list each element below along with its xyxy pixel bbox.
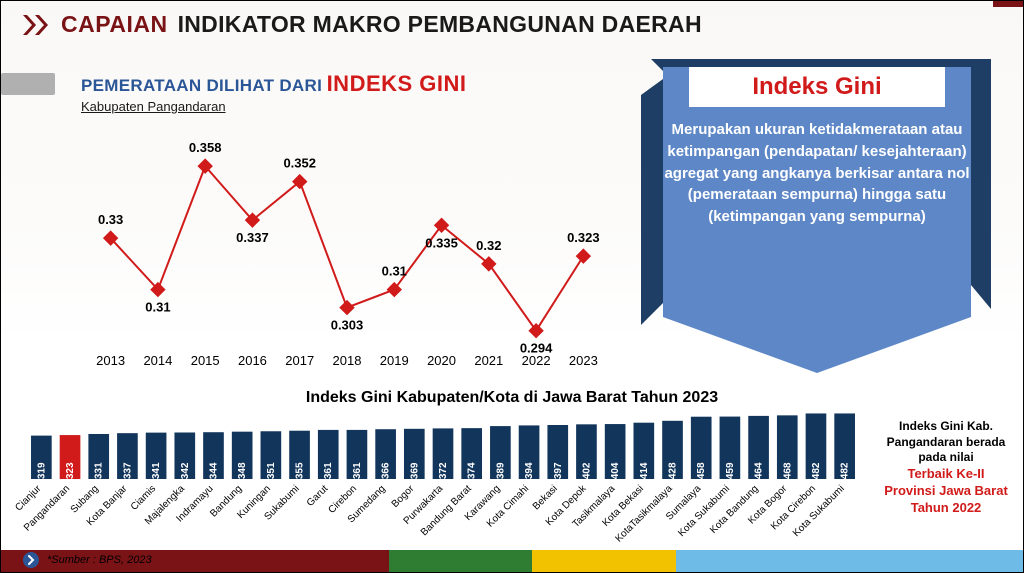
svg-text:2015: 2015	[191, 353, 220, 368]
bar-chart-title: Indeks Gini Kabupaten/Kota di Jawa Barat…	[306, 389, 718, 407]
svg-text:0.335: 0.335	[425, 235, 458, 250]
svg-text:0.323: 0.323	[65, 462, 76, 487]
header-word-1: CAPAIAN	[61, 11, 168, 38]
svg-text:0.358: 0.358	[189, 140, 222, 155]
svg-text:0.319: 0.319	[36, 462, 47, 487]
svg-text:0.31: 0.31	[382, 264, 407, 279]
slide-header: CAPAIAN INDIKATOR MAKRO PEMBANGUNAN DAER…	[23, 11, 993, 38]
gini-trend-line-chart: 0.33 0.31 0.358 0.337 0.352 0.303 0.31 0.335 0.3…	[77, 121, 617, 371]
top-accent-bar	[993, 1, 1023, 7]
svg-text:0.458: 0.458	[696, 462, 707, 487]
svg-text:0.348: 0.348	[237, 462, 248, 487]
svg-text:0.389: 0.389	[495, 462, 506, 487]
svg-text:0.428: 0.428	[668, 462, 679, 487]
svg-text:0.402: 0.402	[581, 462, 592, 487]
svg-text:2016: 2016	[238, 353, 267, 368]
svg-text:0.355: 0.355	[295, 462, 306, 487]
footer-stripe	[389, 550, 532, 572]
subtitle-part-b: INDEKS GINI	[327, 71, 467, 96]
svg-text:Kota Sukabumi: Kota Sukabumi	[791, 483, 847, 539]
svg-text:0.482: 0.482	[840, 462, 851, 487]
svg-text:0.337: 0.337	[122, 462, 133, 487]
svg-text:Bandung Barat: Bandung Barat	[419, 483, 474, 538]
svg-text:0.482: 0.482	[811, 462, 822, 487]
ranking-line-3: Provinsi Jawa Barat Tahun 2022	[873, 483, 1019, 517]
data-source-note: *Sumber : BPS, 2023	[23, 552, 152, 568]
svg-text:0.464: 0.464	[754, 462, 765, 487]
svg-text:2020: 2020	[427, 353, 456, 368]
footer-stripe	[676, 550, 1023, 572]
footer-color-stripes	[1, 550, 1023, 572]
footer-stripe	[532, 550, 675, 572]
svg-text:0.323: 0.323	[567, 230, 600, 245]
svg-text:0.341: 0.341	[151, 462, 162, 487]
svg-text:2018: 2018	[333, 353, 362, 368]
svg-text:0.32: 0.32	[476, 238, 501, 253]
double-chevron-icon	[23, 15, 51, 35]
svg-text:0.303: 0.303	[331, 318, 364, 333]
svg-text:0.33: 0.33	[98, 212, 123, 227]
svg-text:0.369: 0.369	[409, 462, 420, 487]
svg-text:0.366: 0.366	[381, 462, 392, 487]
svg-text:0.342: 0.342	[180, 462, 191, 487]
subtitle-part-a: PEMERATAAN DILIHAT DARI	[81, 76, 322, 95]
svg-text:Kota Sukabumi: Kota Sukabumi	[676, 483, 732, 539]
svg-text:2023: 2023	[569, 353, 598, 368]
ranking-line-2: Terbaik Ke-II	[873, 466, 1019, 483]
banner-title: Indeks Gini	[752, 73, 881, 101]
left-gray-stub	[1, 73, 55, 95]
svg-text:0.372: 0.372	[438, 462, 449, 487]
subtitle-region: Kabupaten Pangandaran	[81, 99, 467, 114]
svg-text:0.351: 0.351	[266, 462, 277, 487]
svg-text:0.397: 0.397	[553, 462, 564, 487]
svg-text:2021: 2021	[474, 353, 503, 368]
svg-text:0.337: 0.337	[236, 230, 269, 245]
svg-text:0.459: 0.459	[725, 462, 736, 487]
svg-text:0.374: 0.374	[467, 462, 478, 487]
chart-subtitle: PEMERATAAN DILIHAT DARI INDEKS GINI Kabu…	[81, 71, 467, 114]
banner-body: Merupakan ukuran ketidakmerataan atau ke…	[663, 119, 971, 228]
svg-text:0.468: 0.468	[782, 462, 793, 487]
info-banner: Indeks Gini Merupakan ukuran ketidakmera…	[641, 55, 993, 375]
svg-text:2014: 2014	[143, 353, 172, 368]
svg-text:0.344: 0.344	[208, 462, 219, 487]
svg-text:2019: 2019	[380, 353, 409, 368]
ranking-line-1: Indeks Gini Kab. Pangandaran berada pada…	[873, 419, 1019, 466]
svg-text:2022: 2022	[522, 353, 551, 368]
svg-text:0.361: 0.361	[323, 462, 334, 487]
gini-regions-bar-chart: 0.319Cianjur0.323Pangandaran0.331Subang0…	[23, 409, 863, 537]
svg-text:0.414: 0.414	[639, 462, 650, 487]
svg-text:0.394: 0.394	[524, 462, 535, 487]
svg-text:2013: 2013	[96, 353, 125, 368]
svg-text:0.331: 0.331	[94, 462, 105, 487]
svg-text:2017: 2017	[285, 353, 314, 368]
svg-text:0.404: 0.404	[610, 462, 621, 487]
source-text: *Sumber : BPS, 2023	[47, 554, 152, 566]
chevron-circle-icon	[23, 552, 39, 568]
svg-text:0.361: 0.361	[352, 462, 363, 487]
ranking-note: Indeks Gini Kab. Pangandaran berada pada…	[873, 419, 1019, 516]
svg-text:0.352: 0.352	[283, 156, 316, 171]
header-word-2: INDIKATOR MAKRO PEMBANGUNAN DAERAH	[178, 11, 702, 38]
svg-text:0.31: 0.31	[145, 300, 170, 315]
